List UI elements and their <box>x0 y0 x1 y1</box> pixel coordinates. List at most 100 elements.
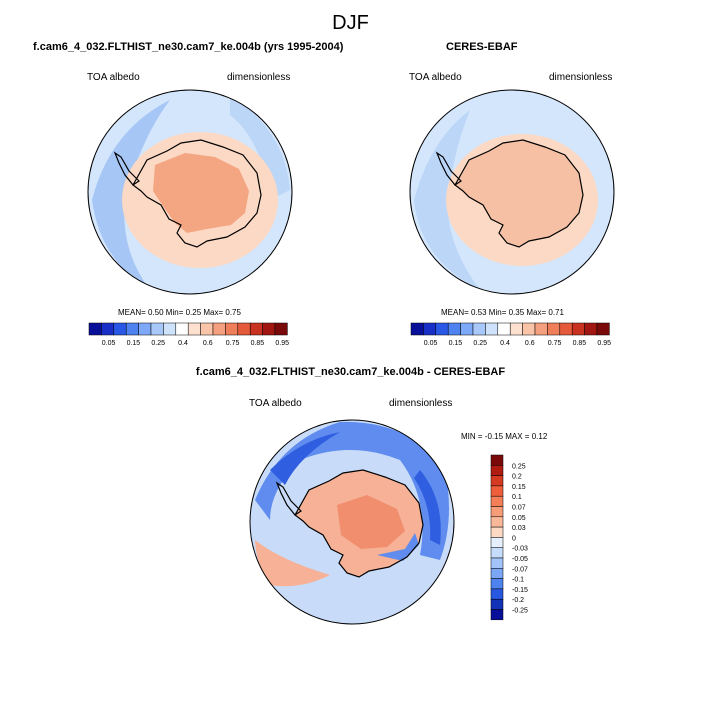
panel-1-ocean-band-east <box>230 95 290 200</box>
panel-1-title: f.cam6_4_032.FLTHIST_ne30.cam7_ke.004b (… <box>33 41 344 53</box>
panel-3-map <box>249 419 455 625</box>
diff-colorbar-swatch <box>490 475 504 487</box>
diff-colorbar-swatch <box>490 547 504 559</box>
panel-1-colorbar-swatch <box>113 322 127 336</box>
panel-1-colorbar-tick-label: 0.4 <box>178 340 188 347</box>
panel-1-colorbar-swatch <box>150 322 164 336</box>
panel-1-colorbar-swatch <box>138 322 152 336</box>
panel-1-plateau <box>153 153 249 233</box>
panel-1-colorbar-swatch <box>175 322 189 336</box>
panel-1-map <box>87 89 293 295</box>
panel-2-colorbar-tick-label: 0.6 <box>525 340 535 347</box>
panel-2-colorbar-swatch <box>547 322 561 336</box>
panel-2-colorbar-swatch <box>571 322 585 336</box>
panel-1-colorbar-tick-label: 0.05 <box>102 340 116 347</box>
diff-colorbar-swatch <box>490 588 504 600</box>
panel-2-colorbar-swatch <box>509 322 523 336</box>
diff-colorbar-swatch <box>490 568 504 579</box>
panel-3-plateau <box>337 495 405 549</box>
diff-colorbar-tick-label: 0.25 <box>512 463 526 470</box>
panel-1-ocean-band <box>92 100 170 290</box>
panel-2-colorbar-swatch <box>460 322 474 336</box>
diff-colorbar-tick-label: 0 <box>512 535 516 542</box>
panel-3-units-label: dimensionless <box>389 398 453 409</box>
panel-2-colorbar-swatch <box>497 322 511 336</box>
panel-3-variable-label: TOA albedo <box>249 398 302 409</box>
diff-colorbar-tick-label: 0.07 <box>512 505 526 512</box>
panel-2-colorbar-swatch <box>584 322 598 336</box>
diff-colorbar-swatch <box>490 454 504 466</box>
panel-1-colorbar-tick-label: 0.25 <box>151 340 165 347</box>
panel-1-colorbar-swatch <box>200 322 214 336</box>
panel-2-colorbar-swatch <box>410 322 424 336</box>
panel-3-title: f.cam6_4_032.FLTHIST_ne30.cam7_ke.004b -… <box>195 366 506 378</box>
panel-1-variable-label: TOA albedo <box>87 72 140 83</box>
panel-1-colorbar-swatch <box>163 322 177 336</box>
panel-2-colorbar-tick-label: 0.15 <box>449 340 463 347</box>
diff-colorbar-tick-label: 0.15 <box>512 484 526 491</box>
diff-colorbar-swatch <box>490 485 504 497</box>
panel-2-colorbar-tick-label: 0.85 <box>573 340 587 347</box>
panel-1-stats: MEAN= 0.50 Min= 0.25 Max= 0.75 <box>118 308 241 317</box>
panel-2-colorbar-swatch <box>485 322 499 336</box>
panel-3-ring-dark-east <box>414 470 441 545</box>
season-title: DJF <box>332 12 369 34</box>
panel-2-map-border <box>409 89 615 295</box>
panel-1-colorbar-swatch <box>187 322 201 336</box>
diff-colorbar-tick-label: -0.03 <box>512 546 528 553</box>
panel-3-red-patch-sw <box>255 540 330 587</box>
panel-2-colorbar-swatch <box>472 322 486 336</box>
panel-2-colorbar-swatch <box>522 322 536 336</box>
diff-colorbar-swatch <box>490 598 504 610</box>
panel-1-colorbar-swatch <box>212 322 226 336</box>
panel-3-coast-blue <box>377 533 419 561</box>
panel-2-stats: MEAN= 0.53 Min= 0.35 Max= 0.71 <box>441 308 564 317</box>
diff-colorbar-tick-label: 0.1 <box>512 494 522 501</box>
diff-colorbar-swatch <box>490 557 504 569</box>
panel-1-units-label: dimensionless <box>227 72 291 83</box>
panel-1-colorbar-swatch <box>125 322 139 336</box>
diff-colorbar-swatch <box>490 578 504 590</box>
diff-colorbar-tick-label: -0.25 <box>512 608 528 615</box>
diff-colorbar-tick-label: 0.05 <box>512 515 526 522</box>
panel-3-map-border <box>249 419 455 625</box>
diff-colorbar-tick-label: 0.2 <box>512 474 522 481</box>
panel-2-colorbar-tick-label: 0.95 <box>597 340 611 347</box>
diff-colorbar-swatch <box>490 609 504 621</box>
diff-colorbar-tick-label: -0.1 <box>512 577 524 584</box>
panel-2-colorbar: 0.05 0.15 0.25 0.4 0.6 0.75 0.85 0.95 <box>410 322 611 347</box>
panel-1-colorbar-swatch <box>237 322 251 336</box>
panel-1-colorbar-swatch <box>225 322 239 336</box>
diff-colorbar-swatch <box>490 537 504 548</box>
panel-2-units-label: dimensionless <box>549 72 613 83</box>
diff-colorbar-tick-label: -0.2 <box>512 597 524 604</box>
panel-1-colorbar-tick-label: 0.75 <box>226 340 240 347</box>
diff-colorbar-tick-label: 0.03 <box>512 525 526 532</box>
panel-2-variable-label: TOA albedo <box>409 72 462 83</box>
panel-2-colorbar-swatch <box>534 322 548 336</box>
panel-1-colorbar-tick-label: 0.85 <box>251 340 265 347</box>
panel-3-ring-dark <box>270 432 340 485</box>
panel-2-colorbar-swatch <box>423 322 437 336</box>
panel-2-colorbar-tick-label: 0.05 <box>424 340 438 347</box>
panel-1-colorbar-swatch <box>249 322 263 336</box>
diff-colorbar-swatch <box>490 526 504 538</box>
diff-colorbar-tick-label: -0.15 <box>512 587 528 594</box>
diff-colorbar-swatch <box>490 506 504 518</box>
panel-1-colorbar-tick-label: 0.6 <box>203 340 213 347</box>
panel-2-colorbar-tick-label: 0.25 <box>473 340 487 347</box>
panel-2-colorbar-swatch <box>559 322 573 336</box>
diff-colorbar-swatch <box>490 516 504 528</box>
panel-1-colorbar-swatch <box>262 322 276 336</box>
panel-1-colorbar-swatch <box>88 322 102 336</box>
panel-1-colorbar-tick-label: 0.95 <box>275 340 289 347</box>
panel-2-colorbar-tick-label: 0.4 <box>500 340 510 347</box>
panel-2-colorbar-swatch <box>435 322 449 336</box>
panel-1-colorbar: 0.05 0.15 0.25 0.4 0.6 0.75 0.85 0.95 <box>88 322 289 347</box>
panel-2-colorbar-swatch <box>447 322 461 336</box>
diff-colorbar-tick-label: -0.07 <box>512 566 528 573</box>
diff-colorbar-swatch <box>490 465 504 476</box>
panel-1-map-border <box>87 89 293 295</box>
panel-2-title: CERES-EBAF <box>446 41 518 53</box>
